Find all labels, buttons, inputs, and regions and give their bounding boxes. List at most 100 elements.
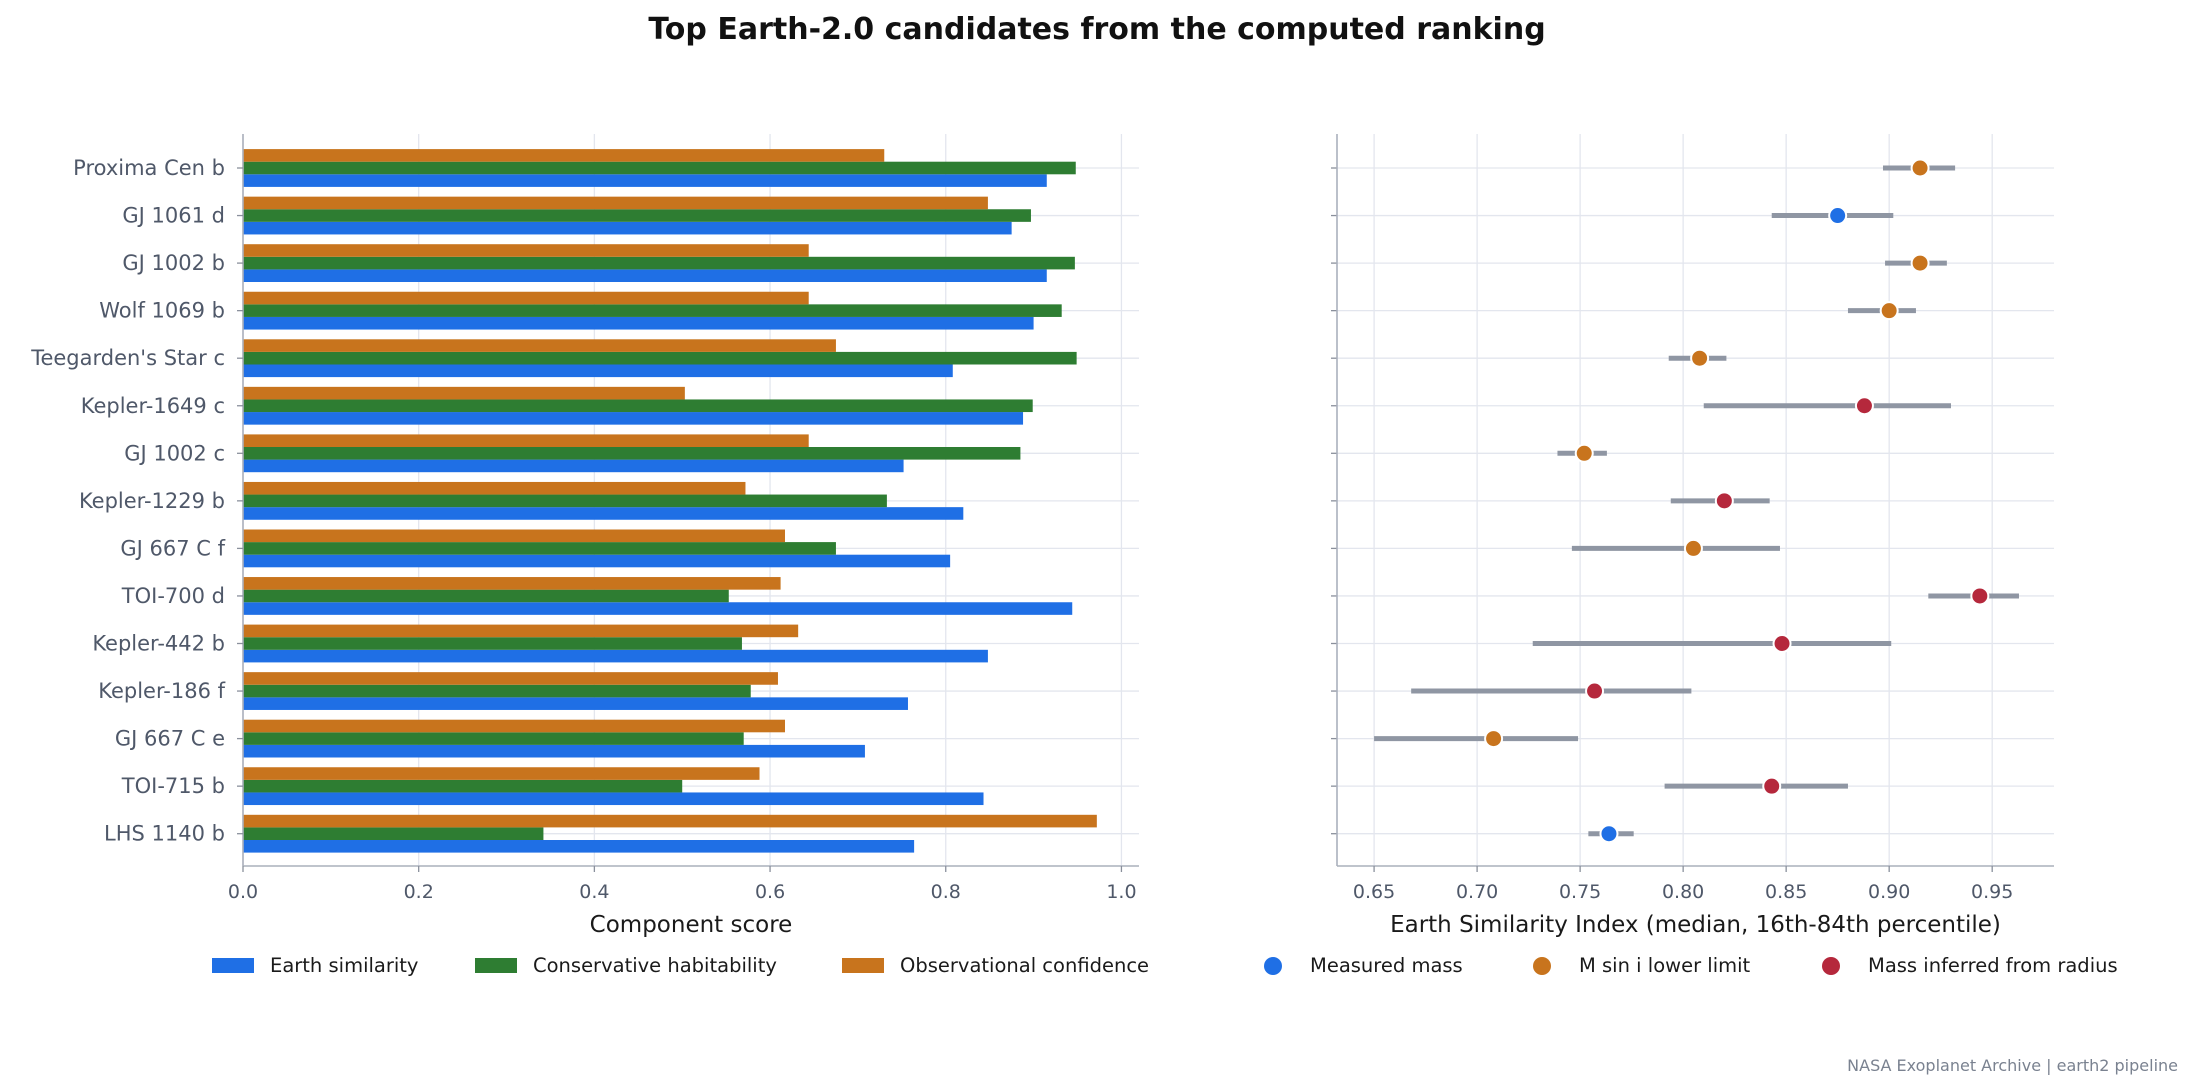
- x-axis-label: Component score: [590, 912, 793, 938]
- category-label: TOI-715 b: [121, 774, 225, 798]
- bar-conservative-habitability-gj-1002-c: [243, 447, 1021, 460]
- legend-swatch-earth-similarity: [212, 958, 254, 973]
- legend-label-measured-mass: Measured mass: [1310, 954, 1463, 977]
- bar-observational-confidence-gj-1002-c: [243, 434, 809, 447]
- bar-conservative-habitability-kepler-442-b: [243, 637, 742, 650]
- bar-earth-similarity-teegarden-s-star-c: [243, 364, 953, 378]
- chart-title: Top Earth-2.0 candidates from the comput…: [648, 12, 1546, 47]
- point-gj-1061-d: [1828, 206, 1848, 226]
- x-tick-label: 0.80: [1662, 881, 1704, 903]
- x-tick-label: 0.0: [228, 881, 258, 903]
- esi-panel: 0.65 0.70 0.75 0.80 0.85 0.90 0.95 Earth Simila…: [1331, 134, 2054, 938]
- x-tick-label: 0.8: [931, 881, 961, 903]
- bar-earth-similarity-proxima-cen-b: [243, 174, 1047, 187]
- bar-observational-confidence-kepler-442-b: [243, 624, 799, 638]
- bar-conservative-habitability-teegarden-s-star-c: [243, 351, 1077, 365]
- component-score-panel: Proxima Cen b GJ 1061 d GJ 1002 b Wolf 1069…: [30, 134, 1139, 938]
- legend-marker-measured-mass: [1264, 957, 1282, 975]
- bar-earth-similarity-gj-1002-c: [243, 459, 904, 473]
- bar-observational-confidence-kepler-186-f: [243, 672, 778, 685]
- bar-earth-similarity-lhs-1140-b: [243, 840, 915, 853]
- point-teegarden-s-star-c: [1690, 348, 1710, 368]
- bar-observational-confidence-wolf-1069-b: [243, 291, 809, 305]
- category-label: Wolf 1069 b: [99, 299, 225, 323]
- point-kepler-1229-b: [1714, 491, 1734, 511]
- bar-earth-similarity-kepler-186-f: [243, 697, 908, 710]
- x-tick-label: 1.0: [1106, 881, 1136, 903]
- x-tick-label: 0.6: [755, 881, 785, 903]
- bar-earth-similarity-kepler-1229-b: [243, 507, 964, 520]
- point-gj-667-c-f: [1683, 538, 1703, 558]
- category-label: Proxima Cen b: [73, 156, 225, 180]
- bar-earth-similarity-gj-1061-d: [243, 221, 1012, 235]
- bar-observational-confidence-toi-700-d: [243, 577, 781, 590]
- legend-marker-mass-inferred-from-radius: [1822, 957, 1840, 975]
- category-label: Kepler-442 b: [92, 632, 225, 656]
- point-toi-715-b: [1762, 776, 1782, 796]
- bar-observational-confidence-toi-715-b: [243, 767, 760, 780]
- bar-conservative-habitability-gj-667-c-f: [243, 542, 836, 555]
- bar-conservative-habitability-gj-667-c-e: [243, 732, 744, 745]
- legend-label-observational-confidence: Observational confidence: [900, 954, 1149, 977]
- bar-conservative-habitability-kepler-1649-c: [243, 399, 1033, 413]
- bar-conservative-habitability-kepler-1229-b: [243, 494, 887, 508]
- category-label: GJ 667 C f: [120, 536, 225, 560]
- x-tick-label: 0.2: [404, 881, 434, 903]
- point-gj-1002-b: [1910, 253, 1930, 273]
- category-label: Kepler-1649 c: [81, 394, 225, 418]
- x-tick-label: 0.75: [1559, 881, 1601, 903]
- bar-conservative-habitability-kepler-186-f: [243, 684, 751, 698]
- point-kepler-1649-c: [1854, 396, 1874, 416]
- legend-label-m-sin-i-lower-limit: M sin i lower limit: [1579, 954, 1751, 977]
- source-note: NASA Exoplanet Archive | earth2 pipeline: [1847, 1056, 2178, 1075]
- x-axis-label: Earth Similarity Index (median, 16th-84t…: [1390, 912, 2001, 938]
- mass-type-legend: Measured mass M sin i lower limit Mass inf…: [1264, 954, 2118, 977]
- bar-conservative-habitability-gj-1002-b: [243, 256, 1075, 270]
- bar-earth-similarity-toi-700-d: [243, 602, 1073, 615]
- bar-earth-similarity-wolf-1069-b: [243, 316, 1034, 330]
- bar-conservative-habitability-gj-1061-d: [243, 209, 1031, 222]
- category-label: Kepler-186 f: [98, 679, 225, 703]
- bar-conservative-habitability-lhs-1140-b: [243, 827, 544, 840]
- bar-observational-confidence-teegarden-s-star-c: [243, 339, 836, 352]
- category-label: GJ 1002 b: [122, 251, 225, 275]
- bar-observational-confidence-gj-667-c-e: [243, 719, 785, 733]
- point-gj-1002-c: [1574, 443, 1594, 463]
- point-kepler-442-b: [1772, 634, 1792, 653]
- x-tick-label: 0.95: [1971, 881, 2013, 903]
- bar-earth-similarity-toi-715-b: [243, 792, 984, 806]
- bar-earth-similarity-kepler-442-b: [243, 649, 988, 663]
- bar-observational-confidence-kepler-1649-c: [243, 386, 685, 400]
- point-toi-700-d: [1970, 586, 1990, 606]
- legend-label-conservative-habitability: Conservative habitability: [533, 954, 777, 977]
- x-tick-label: 0.90: [1868, 881, 1910, 903]
- legend-label-earth-similarity: Earth similarity: [270, 954, 418, 977]
- bar-conservative-habitability-toi-700-d: [243, 589, 729, 603]
- category-label: Teegarden's Star c: [30, 346, 225, 370]
- category-label: TOI-700 d: [121, 584, 225, 608]
- legend-label-mass-inferred-from-radius: Mass inferred from radius: [1868, 954, 2118, 977]
- point-wolf-1069-b: [1879, 301, 1899, 321]
- x-tick-label: 0.70: [1456, 881, 1498, 903]
- bar-observational-confidence-gj-667-c-f: [243, 529, 785, 543]
- bar-earth-similarity-gj-1002-b: [243, 269, 1047, 282]
- bar-observational-confidence-gj-1002-b: [243, 244, 809, 257]
- legend-swatch-conservative-habitability: [475, 958, 517, 973]
- point-lhs-1140-b: [1599, 824, 1619, 844]
- bar-conservative-habitability-toi-715-b: [243, 779, 683, 793]
- point-proxima-cen-b: [1910, 158, 1930, 178]
- x-tick-label: 0.85: [1765, 881, 1807, 903]
- category-label: LHS 1140 b: [104, 822, 225, 846]
- bar-conservative-habitability-wolf-1069-b: [243, 304, 1062, 317]
- bar-conservative-habitability-proxima-cen-b: [243, 161, 1076, 175]
- category-label: GJ 1061 d: [122, 204, 225, 228]
- bar-earth-similarity-gj-667-c-f: [243, 554, 951, 568]
- bar-observational-confidence-lhs-1140-b: [243, 814, 1097, 828]
- bar-observational-confidence-kepler-1229-b: [243, 481, 746, 495]
- point-kepler-186-f: [1585, 681, 1605, 701]
- legend-marker-m-sin-i-lower-limit: [1533, 957, 1551, 975]
- bar-earth-similarity-kepler-1649-c: [243, 412, 1024, 425]
- point-gj-667-c-e: [1484, 729, 1504, 749]
- x-tick-label: 0.65: [1353, 881, 1395, 903]
